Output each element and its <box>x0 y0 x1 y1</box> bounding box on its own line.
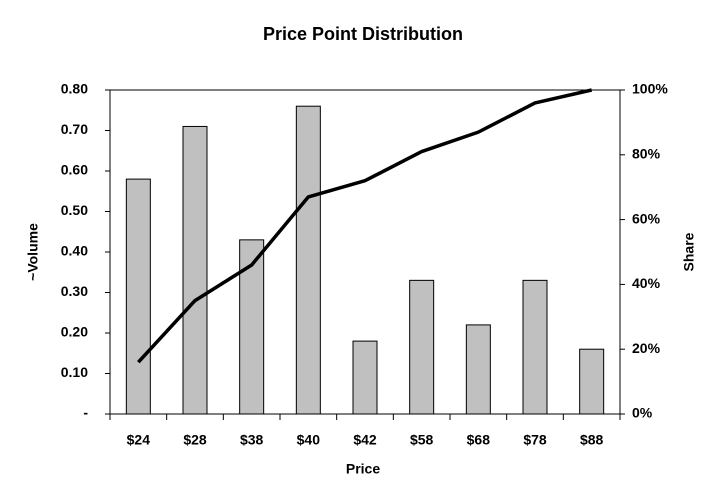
x-tick-label: $38 <box>240 432 264 448</box>
bar <box>409 279 435 415</box>
bar <box>295 105 321 415</box>
y2-tick-label: 80% <box>632 146 661 162</box>
y2-tick-label: 100% <box>632 81 668 97</box>
x-tick-label: $40 <box>297 432 321 448</box>
x-tick-label: $42 <box>353 432 377 448</box>
y-tick-label: - <box>83 405 88 421</box>
y-tick-label: 0.70 <box>61 121 88 137</box>
y-tick-label: 0.30 <box>61 283 88 299</box>
x-tick-label: $88 <box>580 432 604 448</box>
y2-axis-title: Share <box>681 232 697 271</box>
y2-tick-label: 0% <box>632 405 653 421</box>
y2-tick-label: 60% <box>632 210 661 226</box>
y-axis-title: ~Volume <box>25 223 41 281</box>
x-axis-title: Price <box>346 461 380 477</box>
y-tick-label: 0.40 <box>61 243 88 259</box>
bar <box>352 340 378 415</box>
bar <box>125 178 151 415</box>
bar <box>182 125 208 415</box>
x-tick-label: $78 <box>523 432 547 448</box>
x-tick-label: $58 <box>410 432 434 448</box>
x-tick-label: $28 <box>183 432 207 448</box>
x-tick-label: $24 <box>127 432 151 448</box>
bar <box>579 348 605 415</box>
y-tick-label: 0.50 <box>61 202 88 218</box>
y2-tick-label: 40% <box>632 275 661 291</box>
bar <box>522 279 548 415</box>
y2-tick-label: 20% <box>632 340 661 356</box>
y-tick-label: 0.80 <box>61 81 88 97</box>
chart-title: Price Point Distribution <box>263 24 463 44</box>
y-tick-label: 0.20 <box>61 324 88 340</box>
line <box>137 88 593 364</box>
x-tick-label: $68 <box>467 432 491 448</box>
y-tick-label: 0.10 <box>61 364 88 380</box>
y-tick-label: 0.60 <box>61 162 88 178</box>
bar <box>465 324 491 415</box>
